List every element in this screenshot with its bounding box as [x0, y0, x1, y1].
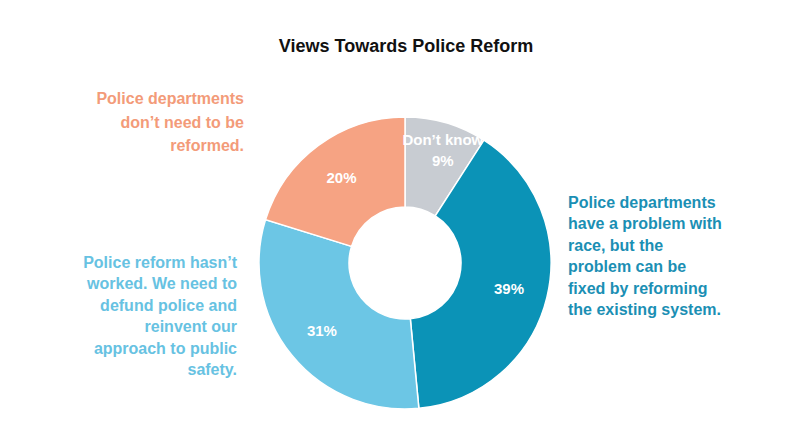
chart-container: Views Towards Police Reform Don’t know 9% 3…	[0, 0, 812, 440]
chart-title: Views Towards Police Reform	[279, 36, 533, 56]
category-label: Police departmentsdon’t need to bereform…	[96, 90, 244, 154]
category-label: Police reform hasn’tworked. We need tode…	[83, 254, 237, 378]
slice	[259, 220, 419, 409]
chart-svg: Views Towards Police Reform Don’t know 9% 3…	[0, 0, 812, 440]
data-label: 39%	[494, 280, 524, 297]
slice	[410, 140, 551, 408]
category-label: Don’t know	[402, 131, 483, 148]
slices	[259, 117, 551, 409]
category-label: Police departmentshave a problem withrac…	[568, 194, 722, 318]
data-label: 31%	[307, 322, 337, 339]
data-label: 9%	[432, 152, 454, 169]
data-label: 20%	[327, 169, 357, 186]
labels: Don’t know 9% 39% Police departmentshave a …	[83, 90, 722, 378]
slice	[266, 117, 405, 246]
